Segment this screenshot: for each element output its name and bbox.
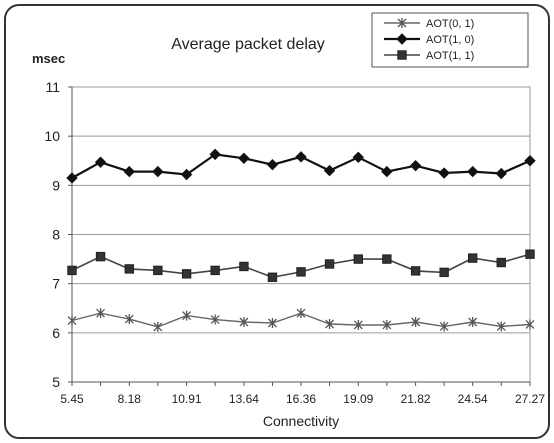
y-ticks: 5 6 7 8 9 10 11: [44, 79, 72, 390]
data-point-diamond: [152, 165, 164, 178]
data-point-star: [496, 321, 506, 332]
x-tick-label: 21.82: [401, 392, 431, 406]
y-tick-label: 10: [44, 128, 60, 144]
data-point-diamond: [209, 148, 221, 161]
data-point-diamond: [352, 151, 365, 164]
data-point-star: [96, 308, 106, 319]
legend-items: AOT(0, 1) AOT(1, 0) AOT(1, 1): [384, 18, 474, 62]
data-point-diamond: [323, 164, 336, 177]
data-point-square: [439, 267, 449, 278]
data-point-diamond: [295, 151, 307, 163]
data-point-star: [411, 317, 421, 328]
y-tick-label: 11: [45, 79, 60, 95]
data-point-square: [239, 261, 249, 272]
x-tick-label: 8.18: [118, 392, 142, 406]
data-point-square: [525, 249, 535, 259]
data-point-square: [353, 254, 364, 264]
y-axis-label: msec: [32, 51, 65, 66]
legend-entry: AOT(0, 1): [384, 18, 474, 30]
data-point-diamond: [180, 168, 193, 181]
legend-entry: AOT(1, 1): [384, 50, 474, 62]
data-point-square: [410, 266, 421, 276]
data-point-square: [467, 253, 478, 263]
data-point-square: [267, 272, 278, 282]
y-tick-label: 7: [52, 276, 60, 292]
legend-entry: AOT(1, 0): [384, 33, 474, 46]
data-point-square: [210, 265, 220, 276]
series-star: [67, 308, 535, 332]
data-point-star: [210, 314, 220, 325]
x-tick-label: 13.64: [229, 392, 259, 406]
series-diamond: [66, 148, 536, 184]
series-square: [67, 249, 535, 282]
data-point-diamond: [438, 167, 450, 179]
data-point-square: [296, 267, 306, 277]
series: [66, 148, 536, 332]
x-tick-label: 27.27: [515, 392, 545, 406]
x-ticks: 5.45 8.18 10.91 13.64 16.36 19.09 21.82 24.54 27…: [60, 382, 545, 406]
legend-label: AOT(1, 1): [426, 50, 474, 62]
x-tick-label: 24.54: [458, 392, 488, 406]
data-point-diamond: [381, 165, 393, 178]
data-point-star: [296, 308, 306, 319]
y-tick-label: 9: [52, 177, 60, 193]
data-point-star: [397, 18, 407, 28]
data-point-star: [353, 319, 363, 330]
data-point-star: [182, 310, 192, 321]
data-point-star: [382, 319, 392, 330]
data-point-square: [67, 265, 77, 276]
data-point-diamond: [495, 167, 507, 180]
data-point-square: [95, 251, 106, 262]
legend-label: AOT(0, 1): [426, 18, 474, 30]
y-tick-label: 8: [52, 227, 60, 243]
x-axis-label: Connectivity: [263, 413, 339, 429]
data-point-square: [324, 259, 335, 269]
data-point-star: [325, 318, 335, 329]
data-point-diamond: [409, 159, 422, 172]
data-point-diamond: [524, 155, 536, 167]
data-point-diamond: [66, 172, 78, 184]
data-point-star: [153, 321, 163, 332]
data-point-square: [124, 264, 135, 274]
legend: AOT(0, 1) AOT(1, 0) AOT(1, 1): [371, 12, 529, 68]
data-point-square: [382, 254, 392, 264]
grid: [72, 86, 530, 334]
data-point-square: [153, 265, 163, 276]
data-point-star: [468, 317, 478, 328]
data-point-diamond: [266, 158, 279, 171]
data-point-star: [124, 314, 134, 325]
data-point-diamond: [123, 165, 136, 178]
data-point-star: [67, 315, 77, 326]
data-point-star: [439, 321, 449, 332]
x-tick-label: 19.09: [343, 392, 373, 406]
data-point-diamond: [466, 165, 479, 178]
data-point-diamond: [94, 156, 107, 168]
data-point-star: [525, 319, 535, 330]
x-tick-label: 16.36: [286, 392, 316, 406]
data-point-diamond: [396, 33, 408, 45]
data-point-square: [397, 50, 407, 60]
x-tick-label: 5.45: [60, 392, 84, 406]
y-tick-label: 5: [52, 374, 60, 390]
data-point-star: [267, 318, 277, 328]
chart-title: Average packet delay: [171, 36, 325, 53]
y-tick-label: 6: [52, 325, 60, 341]
x-tick-label: 10.91: [172, 392, 202, 406]
data-point-diamond: [238, 152, 250, 164]
data-point-square: [181, 269, 192, 279]
data-point-square: [496, 257, 506, 268]
data-point-star: [239, 317, 249, 328]
legend-label: AOT(1, 0): [426, 34, 474, 46]
